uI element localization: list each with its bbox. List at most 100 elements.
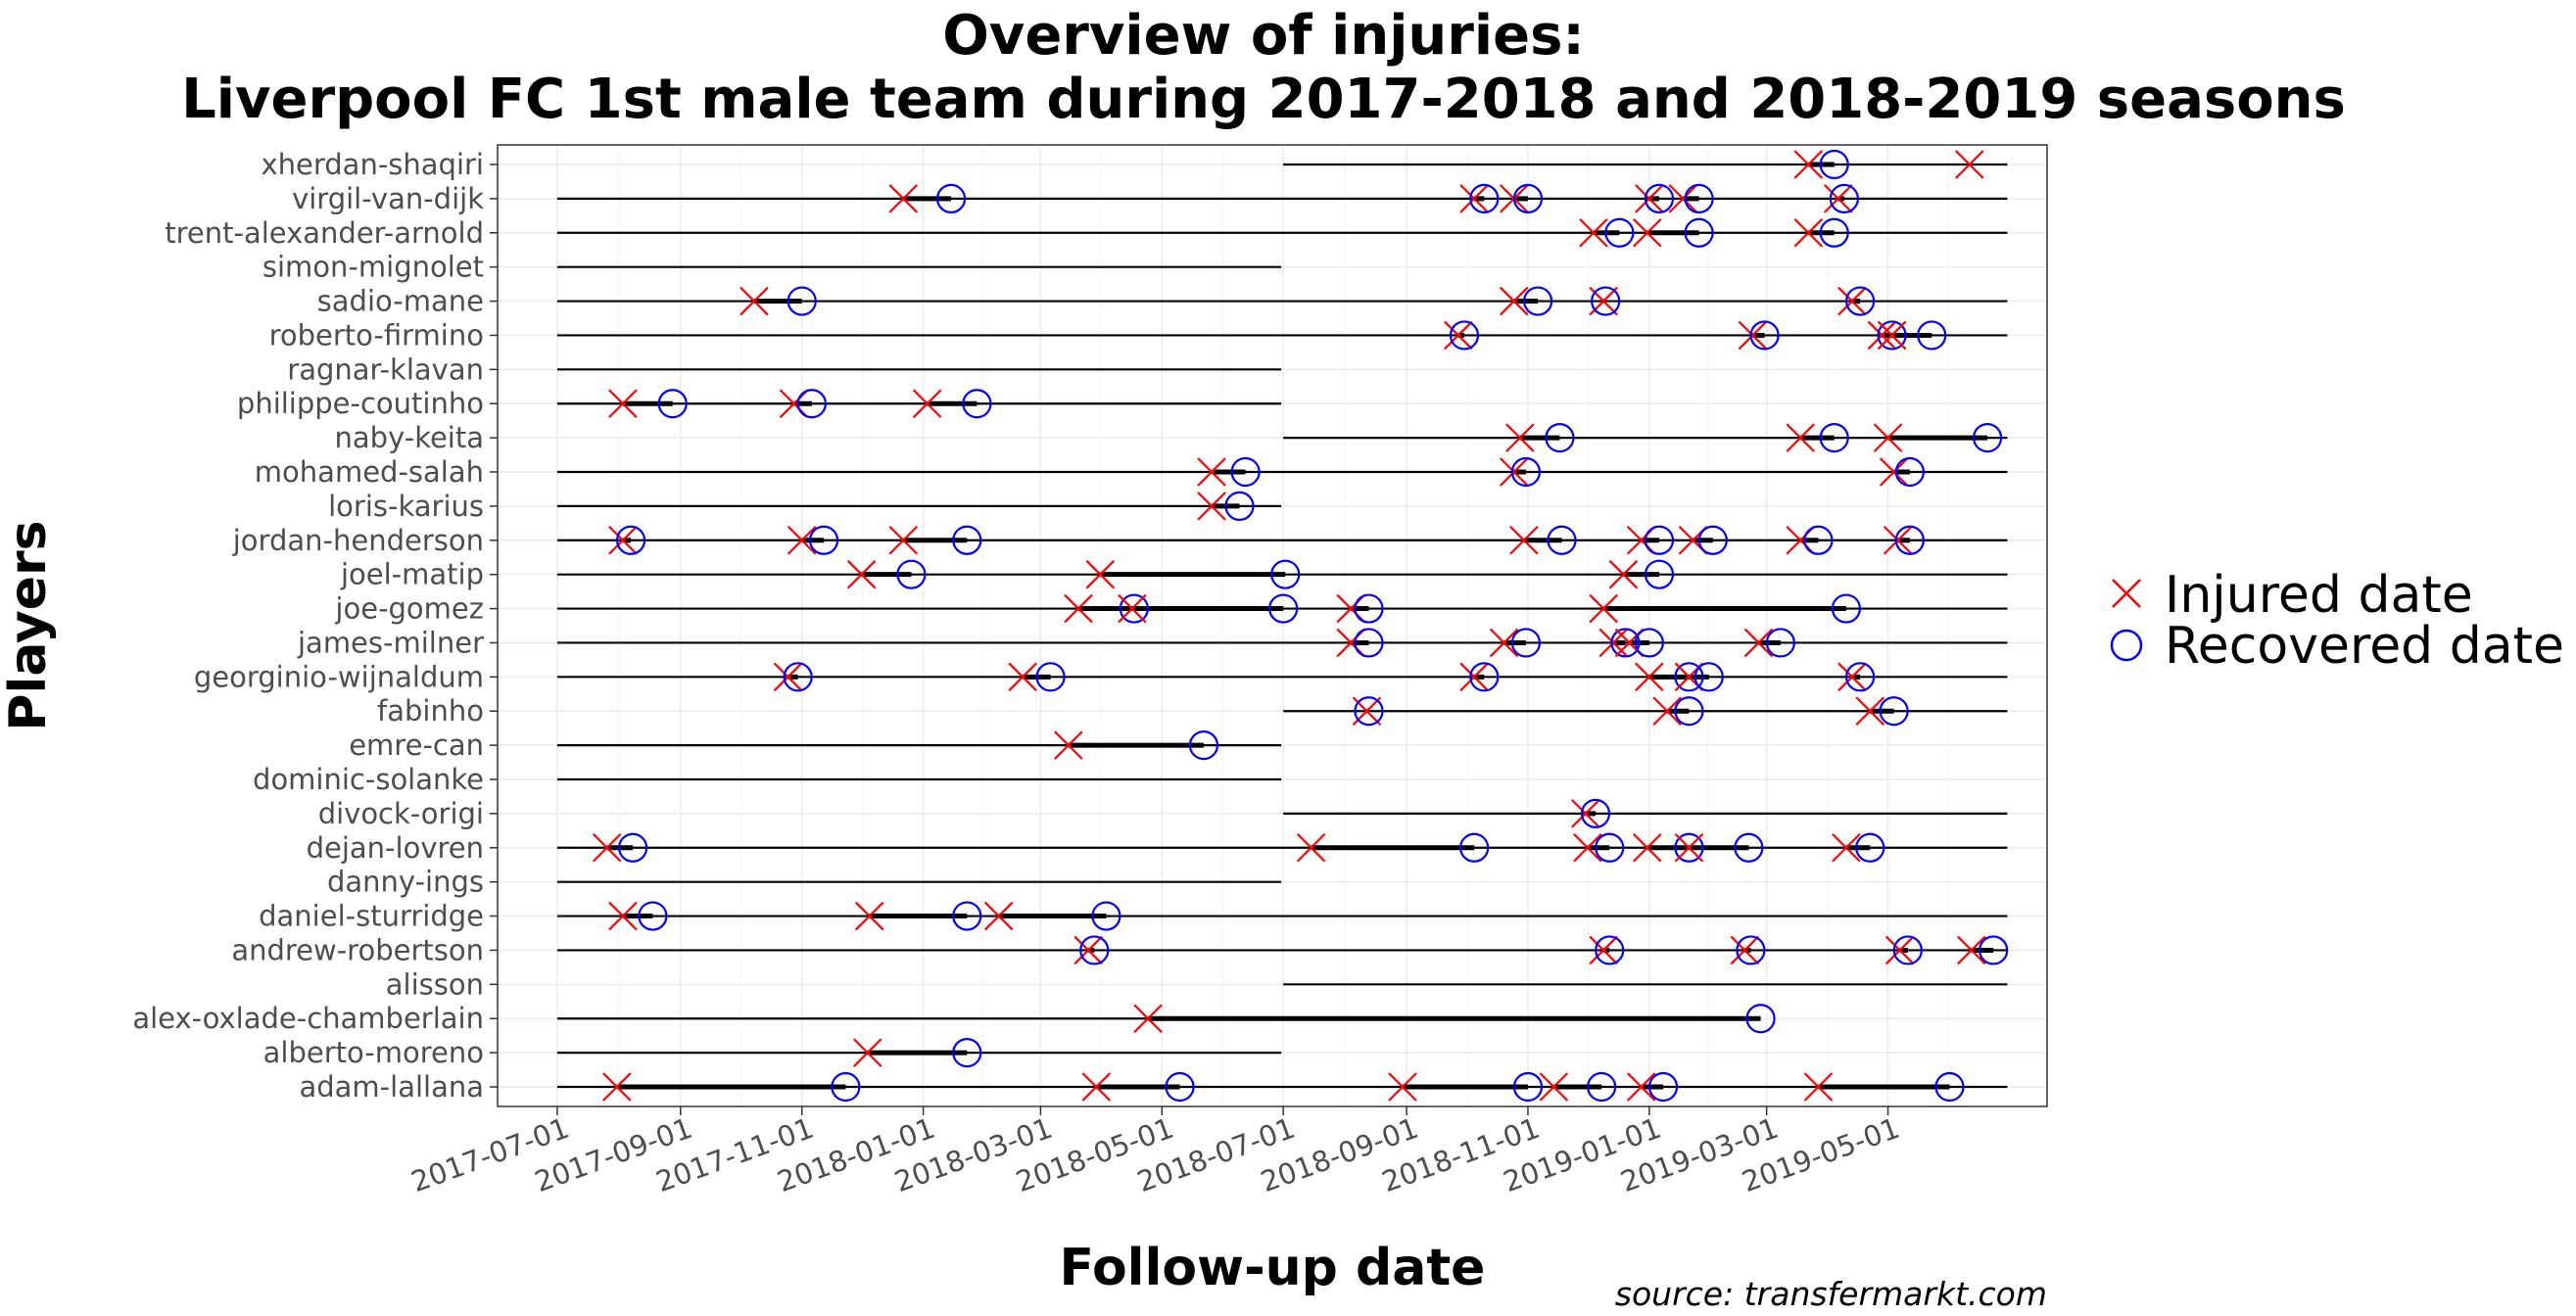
injured-marker: [1608, 559, 1639, 589]
recovered-marker: [1644, 525, 1675, 555]
recovered-marker: [935, 183, 967, 213]
injured-marker: [1635, 184, 1664, 213]
injury-segments: [606, 162, 1994, 1090]
recovered-marker: [962, 389, 992, 419]
recovered-marker: [1803, 525, 1834, 555]
injured-marker: [1823, 184, 1853, 213]
plot-border: [497, 144, 2048, 1107]
y-tick-label: philippe-coutinho: [237, 387, 484, 420]
injured-marker: [1793, 150, 1824, 179]
injured-marker: [1073, 935, 1103, 965]
injured-marker: [1793, 217, 1824, 248]
recovered-marker: [1644, 559, 1675, 589]
injured-marker: [1598, 628, 1629, 658]
injured-marker: [1579, 217, 1608, 248]
y-tick-label: adam-lallana: [299, 1070, 484, 1104]
y-axis-title: Players: [0, 520, 58, 730]
y-tick-label: georginio-wijnaldum: [194, 660, 484, 693]
plot-background: [498, 145, 2047, 1106]
recovered-marker: [1819, 149, 1849, 180]
recovered-marker: [952, 901, 982, 931]
y-tick-label: alex-oxlade-chamberlain: [132, 1002, 484, 1035]
injured-marker: [1197, 457, 1226, 487]
y-tick-label: virgil-van-dijk: [292, 182, 484, 215]
recovered-marker: [1354, 696, 1384, 727]
injured-marker: [1867, 320, 1897, 351]
injured-marker: [1855, 696, 1885, 727]
recovered-marker: [1270, 559, 1301, 589]
recovered-marker: [1972, 423, 2003, 453]
recovered-marker: [1604, 217, 1635, 248]
injured-marker: [1832, 832, 1861, 863]
recovered-marker: [787, 286, 817, 316]
injured-marker: [1081, 1072, 1112, 1102]
injured-marker: [1626, 1072, 1656, 1102]
injured-marker: [787, 525, 817, 555]
recovered-marker: [1512, 183, 1544, 213]
injured-marker: [1388, 1072, 1417, 1102]
injured-marker: [1459, 662, 1489, 692]
recovered-marker: [1354, 628, 1384, 658]
recovered-marker: [1693, 662, 1724, 692]
injured-marker: [1489, 628, 1519, 658]
injured-marker: [1738, 320, 1768, 351]
y-tick-label: simon-mignolet: [262, 251, 484, 284]
recovered-marker: [657, 389, 688, 419]
injury-markers: [592, 149, 2009, 1103]
recovered-marker: [896, 559, 927, 589]
recovered-marker: [1595, 832, 1625, 863]
injured-marker: [1054, 730, 1083, 760]
legend-recovered-icon: [2110, 629, 2143, 662]
injured-marker: [1883, 525, 1913, 555]
injured-marker: [1459, 184, 1489, 213]
recovered-marker: [1765, 628, 1795, 658]
recovered-marker: [1647, 1071, 1679, 1103]
recovered-marker: [1035, 662, 1066, 692]
y-tick-label: danny-ings: [327, 866, 484, 899]
injured-marker: [1786, 423, 1815, 452]
injured-marker: [1633, 832, 1662, 863]
recovered-marker: [1745, 1004, 1776, 1034]
injured-marker: [1008, 662, 1037, 692]
y-tick-label: dominic-solanke: [253, 763, 484, 796]
recovered-marker: [952, 525, 982, 555]
recovered-marker: [1510, 628, 1542, 658]
recovered-marker: [1091, 901, 1121, 931]
injured-marker: [608, 901, 638, 931]
injured-marker: [888, 184, 919, 213]
chart-title: Overview of injuries:: [942, 4, 1585, 68]
injured-marker: [1505, 423, 1535, 452]
injured-marker: [1633, 217, 1662, 248]
x-axis: 2017-07-012017-09-012017-11-012018-01-01…: [406, 1106, 1904, 1198]
recovered-marker: [1894, 525, 1925, 555]
injured-marker: [1197, 492, 1226, 521]
recovered-marker: [1165, 1071, 1195, 1103]
y-tick-label: naby-keita: [335, 421, 484, 454]
injured-marker: [608, 389, 638, 419]
injured-marker: [1589, 935, 1618, 965]
y-tick-label: fabinho: [377, 694, 484, 728]
recovered-marker: [1268, 593, 1299, 624]
recovered-marker: [1079, 935, 1110, 965]
recovered-marker: [1580, 798, 1611, 828]
injured-marker: [1133, 1004, 1163, 1033]
recovered-marker: [1819, 217, 1849, 248]
y-tick-label: alberto-moreno: [263, 1036, 484, 1069]
recovered-marker: [1979, 935, 2009, 965]
injured-marker: [1884, 935, 1915, 965]
y-axis: xherdan-shaqirivirgil-van-dijktrent-alex…: [132, 148, 498, 1104]
recovered-marker: [1917, 320, 1947, 351]
y-tick-label: xherdan-shaqiri: [261, 148, 484, 181]
recovered-marker: [831, 1071, 861, 1103]
recovered-marker: [1523, 286, 1553, 316]
recovered-marker: [1829, 183, 1859, 213]
recovered-marker: [1595, 935, 1625, 965]
recovered-marker: [1845, 286, 1876, 316]
source-caption: source: transfermarkt.com: [1615, 1275, 2047, 1313]
injured-marker: [983, 901, 1014, 931]
injured-marker: [602, 1072, 632, 1102]
recovered-marker: [1354, 593, 1384, 624]
injured-marker: [1085, 559, 1116, 589]
recovered-marker: [1610, 628, 1641, 658]
injured-marker: [1837, 286, 1867, 316]
